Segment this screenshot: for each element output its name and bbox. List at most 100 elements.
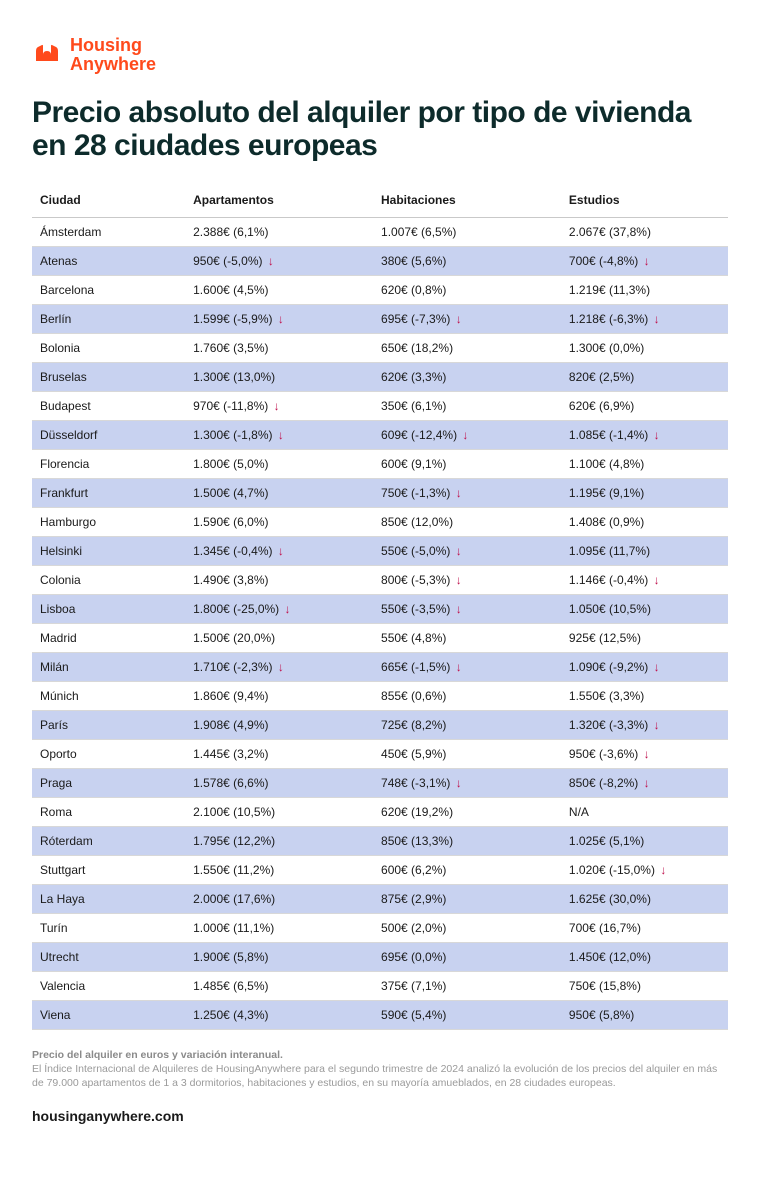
cell-apt: 1.445€ (3,2%) <box>185 739 373 768</box>
table-row: Berlín1.599€ (-5,9%) ↓695€ (-7,3%) ↓1.21… <box>32 304 728 333</box>
cell-studio: 1.408€ (0,9%) <box>561 507 728 536</box>
table-row: Viena1.250€ (4,3%)590€ (5,4%)950€ (5,8%) <box>32 1000 728 1029</box>
cell-studio: 950€ (5,8%) <box>561 1000 728 1029</box>
table-row: Frankfurt1.500€ (4,7%)750€ (-1,3%) ↓1.19… <box>32 478 728 507</box>
cell-apt: 1.590€ (6,0%) <box>185 507 373 536</box>
col-room: Habitaciones <box>373 183 561 218</box>
table-row: Roma2.100€ (10,5%)620€ (19,2%)N/A <box>32 797 728 826</box>
cell-room: 590€ (5,4%) <box>373 1000 561 1029</box>
cell-studio: 1.095€ (11,7%) <box>561 536 728 565</box>
site-url: housinganywhere.com <box>32 1108 728 1124</box>
cell-studio: 700€ (-4,8%) ↓ <box>561 246 728 275</box>
cell-room: 550€ (-5,0%) ↓ <box>373 536 561 565</box>
cell-apt: 1.800€ (5,0%) <box>185 449 373 478</box>
cell-studio: 1.100€ (4,8%) <box>561 449 728 478</box>
cell-studio: 1.050€ (10,5%) <box>561 594 728 623</box>
table-row: Atenas950€ (-5,0%) ↓380€ (5,6%)700€ (-4,… <box>32 246 728 275</box>
cell-apt: 2.388€ (6,1%) <box>185 217 373 246</box>
table-row: Praga1.578€ (6,6%)748€ (-3,1%) ↓850€ (-8… <box>32 768 728 797</box>
cell-room: 695€ (-7,3%) ↓ <box>373 304 561 333</box>
table-header-row: Ciudad Apartamentos Habitaciones Estudio… <box>32 183 728 218</box>
table-row: Barcelona1.600€ (4,5%)620€ (0,8%)1.219€ … <box>32 275 728 304</box>
logo-text: Housing Anywhere <box>70 36 156 74</box>
cell-city: Frankfurt <box>32 478 185 507</box>
cell-apt: 2.100€ (10,5%) <box>185 797 373 826</box>
cell-apt: 1.000€ (11,1%) <box>185 913 373 942</box>
cell-room: 620€ (3,3%) <box>373 362 561 391</box>
cell-studio: 1.450€ (12,0%) <box>561 942 728 971</box>
cell-city: Milán <box>32 652 185 681</box>
cell-apt: 1.900€ (5,8%) <box>185 942 373 971</box>
cell-apt: 1.599€ (-5,9%) ↓ <box>185 304 373 333</box>
cell-city: Roma <box>32 797 185 826</box>
cell-city: Utrecht <box>32 942 185 971</box>
cell-apt: 1.300€ (-1,8%) ↓ <box>185 420 373 449</box>
cell-studio: 1.020€ (-15,0%) ↓ <box>561 855 728 884</box>
cell-apt: 1.860€ (9,4%) <box>185 681 373 710</box>
cell-apt: 1.710€ (-2,3%) ↓ <box>185 652 373 681</box>
cell-city: Róterdam <box>32 826 185 855</box>
table-row: Hamburgo1.590€ (6,0%)850€ (12,0%)1.408€ … <box>32 507 728 536</box>
cell-room: 375€ (7,1%) <box>373 971 561 1000</box>
cell-studio: 820€ (2,5%) <box>561 362 728 391</box>
cell-studio: 620€ (6,9%) <box>561 391 728 420</box>
cell-studio: 1.219€ (11,3%) <box>561 275 728 304</box>
cell-room: 550€ (-3,5%) ↓ <box>373 594 561 623</box>
cell-city: Stuttgart <box>32 855 185 884</box>
cell-room: 695€ (0,0%) <box>373 942 561 971</box>
cell-studio: 2.067€ (37,8%) <box>561 217 728 246</box>
cell-apt: 1.345€ (-0,4%) ↓ <box>185 536 373 565</box>
cell-studio: 1.195€ (9,1%) <box>561 478 728 507</box>
cell-studio: 700€ (16,7%) <box>561 913 728 942</box>
col-apt: Apartamentos <box>185 183 373 218</box>
cell-studio: N/A <box>561 797 728 826</box>
cell-apt: 1.500€ (20,0%) <box>185 623 373 652</box>
cell-studio: 950€ (-3,6%) ↓ <box>561 739 728 768</box>
cell-apt: 1.485€ (6,5%) <box>185 971 373 1000</box>
cell-room: 450€ (5,9%) <box>373 739 561 768</box>
table-row: Helsinki1.345€ (-0,4%) ↓550€ (-5,0%) ↓1.… <box>32 536 728 565</box>
cell-studio: 925€ (12,5%) <box>561 623 728 652</box>
table-row: Bolonia1.760€ (3,5%)650€ (18,2%)1.300€ (… <box>32 333 728 362</box>
table-row: Ámsterdam2.388€ (6,1%)1.007€ (6,5%)2.067… <box>32 217 728 246</box>
table-row: Múnich1.860€ (9,4%)855€ (0,6%)1.550€ (3,… <box>32 681 728 710</box>
cell-city: Viena <box>32 1000 185 1029</box>
cell-room: 850€ (12,0%) <box>373 507 561 536</box>
footer-text: El Índice Internacional de Alquileres de… <box>32 1063 717 1089</box>
cell-room: 500€ (2,0%) <box>373 913 561 942</box>
cell-room: 875€ (2,9%) <box>373 884 561 913</box>
table-row: Florencia1.800€ (5,0%)600€ (9,1%)1.100€ … <box>32 449 728 478</box>
cell-city: Colonia <box>32 565 185 594</box>
cell-apt: 970€ (-11,8%) ↓ <box>185 391 373 420</box>
table-row: Budapest970€ (-11,8%) ↓350€ (6,1%)620€ (… <box>32 391 728 420</box>
table-row: Utrecht1.900€ (5,8%)695€ (0,0%)1.450€ (1… <box>32 942 728 971</box>
cell-room: 600€ (6,2%) <box>373 855 561 884</box>
table-row: Milán1.710€ (-2,3%) ↓665€ (-1,5%) ↓1.090… <box>32 652 728 681</box>
cell-city: Oporto <box>32 739 185 768</box>
col-city: Ciudad <box>32 183 185 218</box>
logo-line2: Anywhere <box>70 55 156 74</box>
cell-city: Florencia <box>32 449 185 478</box>
table-row: Madrid1.500€ (20,0%)550€ (4,8%)925€ (12,… <box>32 623 728 652</box>
cell-studio: 1.090€ (-9,2%) ↓ <box>561 652 728 681</box>
cell-room: 380€ (5,6%) <box>373 246 561 275</box>
cell-room: 550€ (4,8%) <box>373 623 561 652</box>
cell-city: Lisboa <box>32 594 185 623</box>
cell-studio: 1.085€ (-1,4%) ↓ <box>561 420 728 449</box>
table-row: Lisboa1.800€ (-25,0%) ↓550€ (-3,5%) ↓1.0… <box>32 594 728 623</box>
cell-studio: 1.320€ (-3,3%) ↓ <box>561 710 728 739</box>
cell-studio: 1.550€ (3,3%) <box>561 681 728 710</box>
table-row: Stuttgart1.550€ (11,2%)600€ (6,2%)1.020€… <box>32 855 728 884</box>
cell-room: 800€ (-5,3%) ↓ <box>373 565 561 594</box>
brand-logo: Housing Anywhere <box>32 36 728 74</box>
cell-apt: 1.300€ (13,0%) <box>185 362 373 391</box>
table-row: Oporto1.445€ (3,2%)450€ (5,9%)950€ (-3,6… <box>32 739 728 768</box>
cell-room: 750€ (-1,3%) ↓ <box>373 478 561 507</box>
cell-city: Bruselas <box>32 362 185 391</box>
page-title: Precio absoluto del alquiler por tipo de… <box>32 96 728 163</box>
table-row: Düsseldorf1.300€ (-1,8%) ↓609€ (-12,4%) … <box>32 420 728 449</box>
cell-room: 748€ (-3,1%) ↓ <box>373 768 561 797</box>
cell-apt: 950€ (-5,0%) ↓ <box>185 246 373 275</box>
cell-room: 609€ (-12,4%) ↓ <box>373 420 561 449</box>
cell-city: Atenas <box>32 246 185 275</box>
